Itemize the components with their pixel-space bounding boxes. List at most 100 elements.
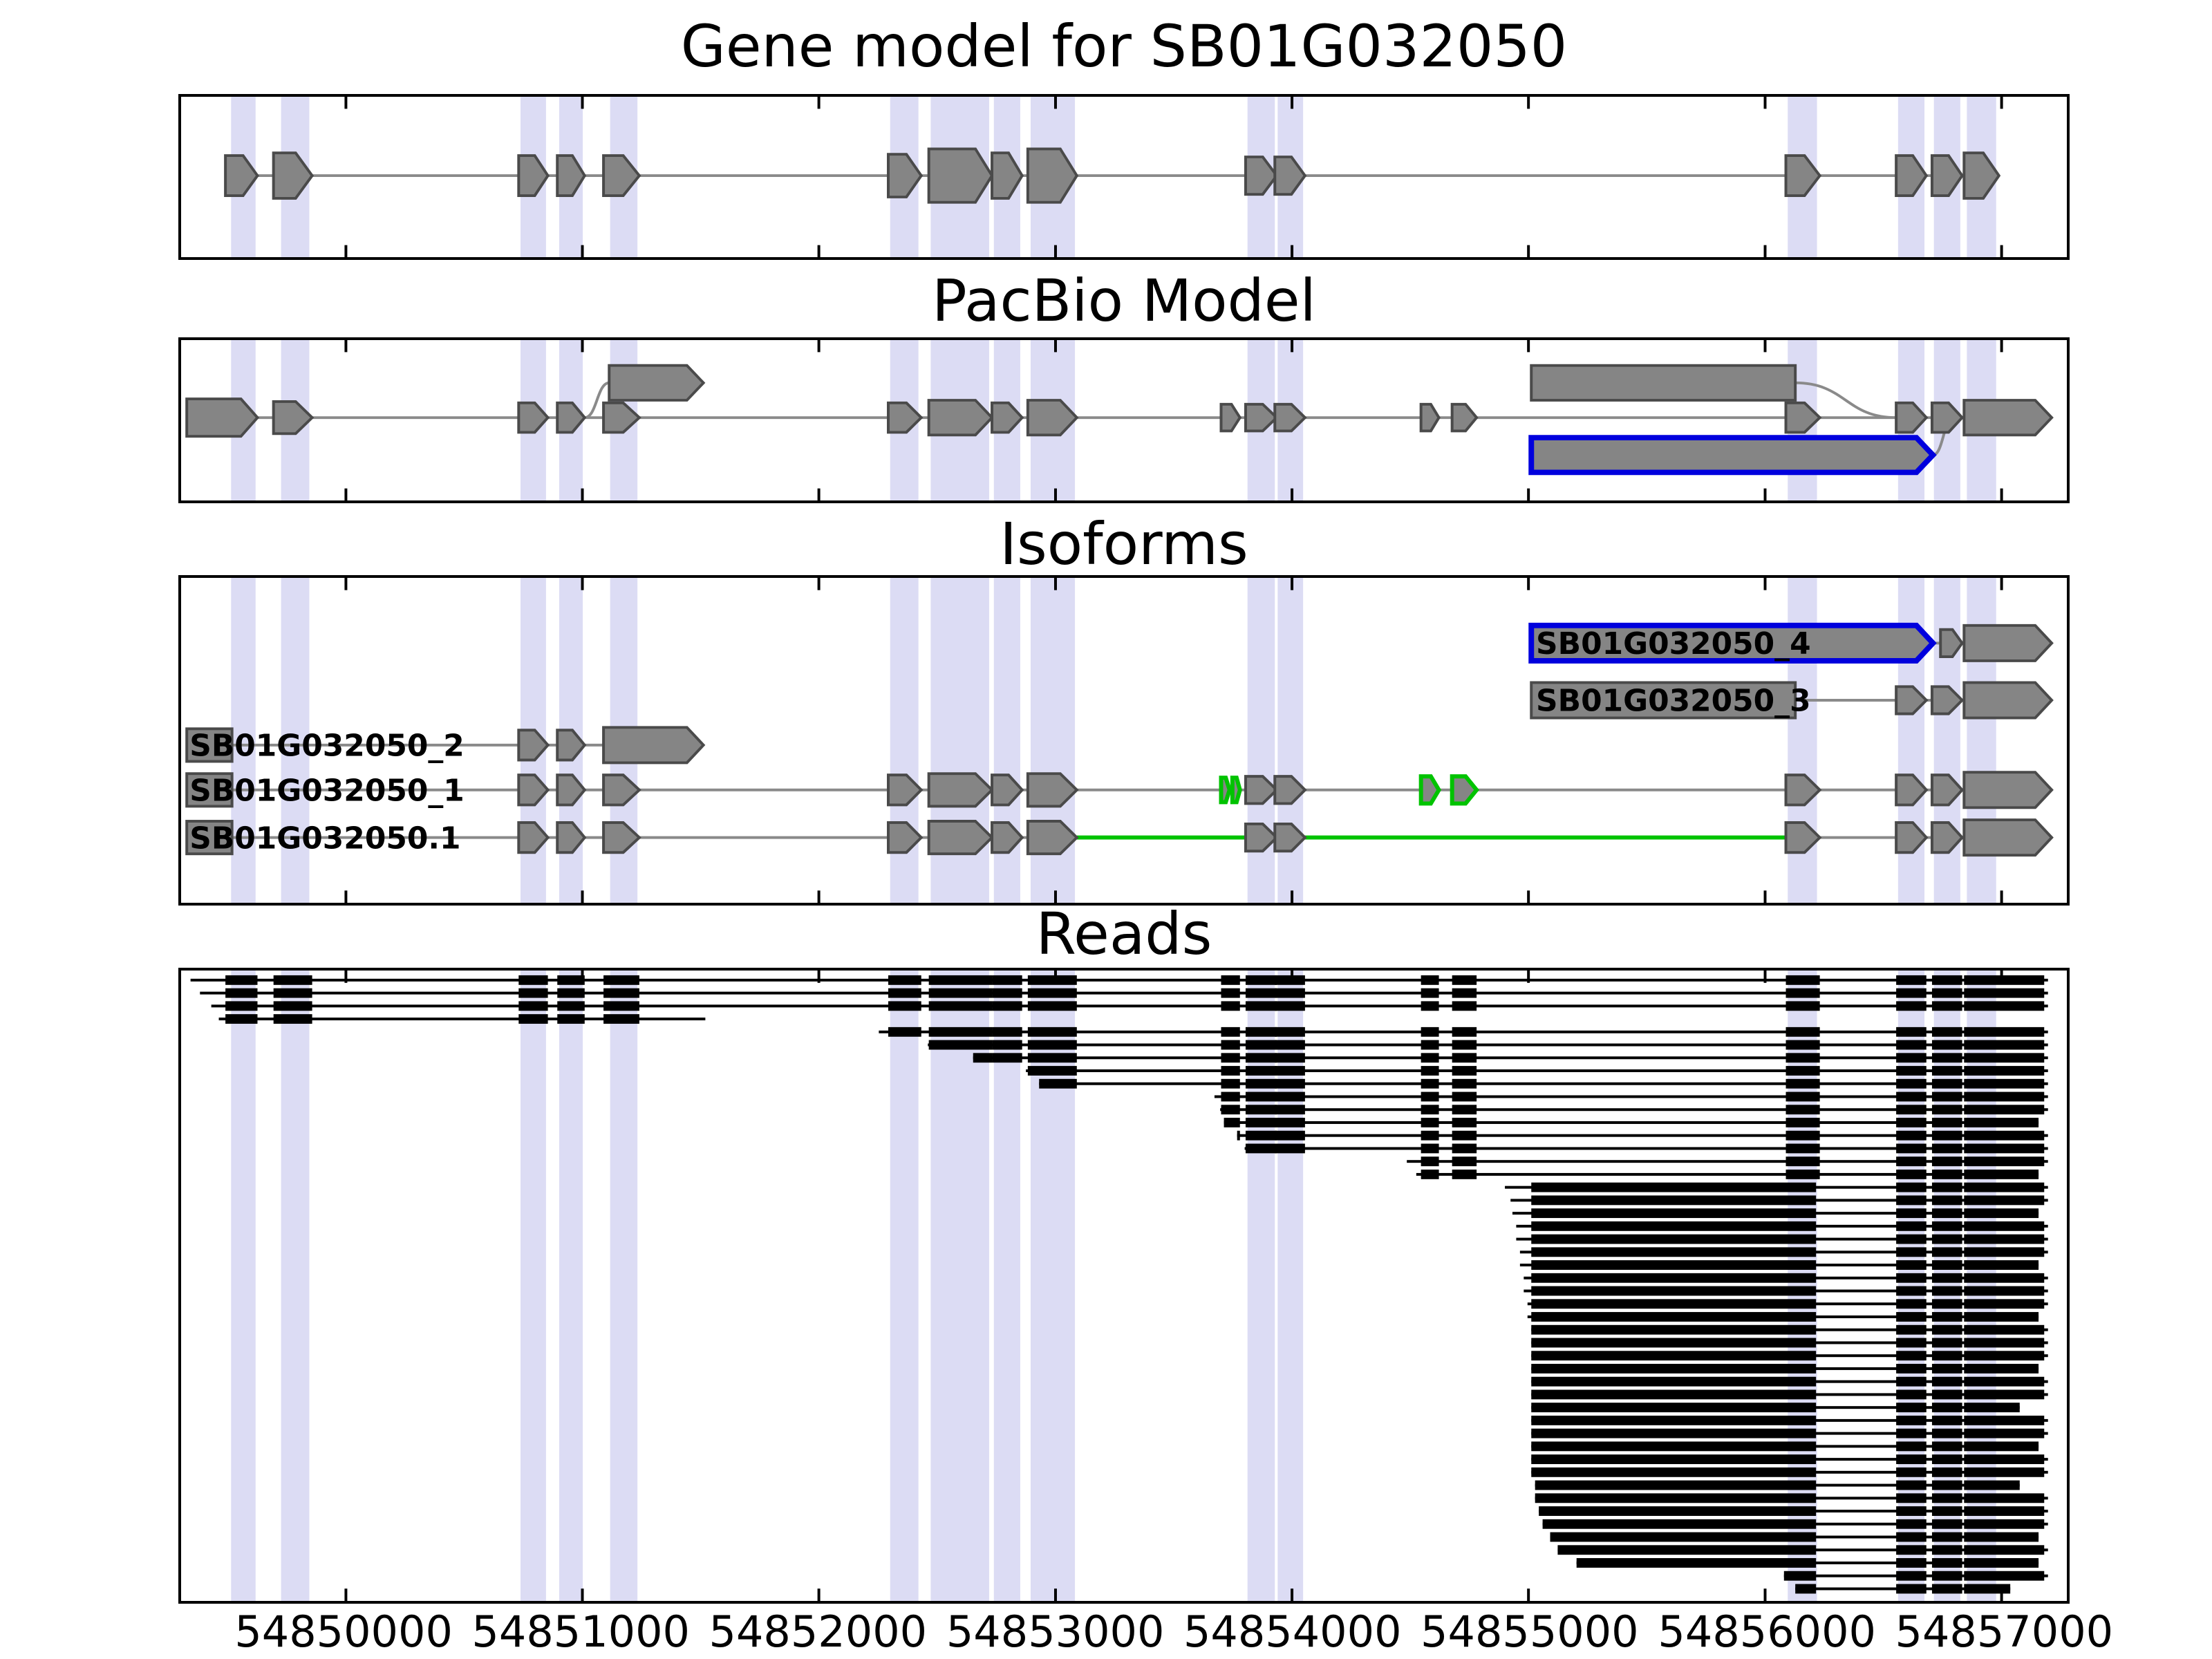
read-exon-block (1275, 1105, 1305, 1115)
read-exon-block (1964, 1091, 2045, 1102)
read-exon-block (1576, 1558, 1817, 1568)
read-exon-block (1964, 1532, 2039, 1542)
exon-arrow (1962, 151, 2001, 200)
exon-arrow (602, 154, 641, 197)
read-exon-block (1896, 1480, 1927, 1490)
exon-arrow (1962, 771, 2054, 809)
read-exon-block (973, 1053, 993, 1063)
read-exon-block (1896, 1441, 1927, 1452)
read-exon-block (1531, 1338, 1817, 1348)
read-exon-block (1896, 1040, 1927, 1050)
read-exon-block (1931, 1584, 1962, 1594)
read-row (218, 1014, 706, 1024)
read-exon-block (1896, 1053, 1927, 1063)
read-exon-block (1531, 1441, 1817, 1452)
read-exon-block (1245, 988, 1277, 998)
read-exon-block (1221, 1066, 1240, 1076)
read-row (1531, 1467, 2048, 1477)
read-row (1531, 1324, 2048, 1335)
exon-arrow (1962, 399, 2054, 437)
exon-block (185, 820, 234, 856)
exon-arrow (1418, 774, 1442, 806)
read-exon-block (1421, 1078, 1439, 1089)
exon-arrow (1450, 774, 1479, 806)
read-row (1531, 1441, 2039, 1452)
read-exon-block (1275, 1053, 1305, 1063)
reads-title: Reads (1035, 900, 1212, 968)
exon-arrow (991, 774, 1024, 807)
exon-arrow (1244, 822, 1279, 853)
exon-arrow (1895, 154, 1929, 197)
read-exon-block (1964, 1027, 2045, 1037)
gene-model-track (224, 97, 2003, 257)
read-exon-block (1964, 1480, 2020, 1490)
read-exon-block (1964, 1571, 2045, 1581)
read-exon-block (1896, 1324, 1927, 1335)
read-exon-block (273, 1014, 312, 1024)
read-exon-block (1245, 1040, 1277, 1050)
read-exon-block (1421, 1040, 1439, 1050)
read-exon-block (1896, 1376, 1927, 1387)
read-exon-block (1964, 1338, 2045, 1348)
read-exon-block (603, 1014, 639, 1024)
read-exon-block (888, 1001, 921, 1011)
read-exon-block (1245, 1078, 1277, 1089)
read-exon-block (1896, 1130, 1927, 1141)
read-exon-block (1931, 1364, 1962, 1374)
read-exon-block (1896, 1027, 1927, 1037)
read-row (1576, 1558, 2039, 1568)
isoform-label: SB01G032050.1 (189, 822, 460, 856)
read-exon-block (1931, 1299, 1962, 1309)
read-row (1512, 1208, 2039, 1219)
exon-block (185, 772, 234, 808)
read-exon-block (1785, 988, 1820, 998)
read-exon-block (1275, 1091, 1305, 1102)
read-exon-block (1931, 1118, 1962, 1127)
read-exon-block (1964, 1208, 2039, 1219)
read-exon-block (1896, 1532, 1927, 1542)
exon-arrow (1244, 402, 1279, 433)
read-exon-block (1964, 1545, 2045, 1555)
read-row (1524, 1286, 2048, 1296)
read-exon-block (928, 1027, 993, 1037)
read-exon-block (928, 1040, 993, 1050)
exon-arrow (1026, 820, 1079, 856)
read-exon-block (225, 1014, 258, 1024)
read-exon-block (1245, 1001, 1277, 1011)
exon-arrow (1026, 399, 1079, 437)
read-exon-block (1964, 1467, 2045, 1477)
read-line (1237, 1134, 2048, 1137)
read-exon-block (1964, 1195, 2045, 1206)
x-axis-tick-label: 54857000 (1895, 1608, 2114, 1658)
read-exon-block (1964, 1053, 2045, 1063)
exon-arrow (1784, 821, 1822, 854)
read-exon-block (1245, 1053, 1277, 1063)
read-exon-block (225, 988, 258, 998)
read-exon-block (1539, 1506, 1817, 1516)
highlight-band (1247, 971, 1275, 1601)
read-exon-block (1452, 975, 1477, 985)
read-exon-block (1452, 1143, 1477, 1154)
isoforms-title: Isoforms (1000, 510, 1248, 578)
read-exon-block (1421, 1143, 1439, 1154)
x-axis-tick-label: 54854000 (1183, 1608, 1402, 1658)
read-exon-block (1964, 1169, 2039, 1179)
read-exon-block (1275, 1078, 1305, 1089)
exon-arrow (887, 401, 924, 434)
read-line (1039, 1082, 2048, 1085)
read-exon-block (1275, 975, 1305, 985)
exon-arrow (517, 729, 550, 762)
read-exon-block (1931, 1221, 1962, 1231)
exon-arrow (887, 153, 924, 198)
read-exon-block (1421, 1066, 1439, 1076)
read-exon-block (1896, 1234, 1927, 1244)
read-exon-block (1931, 1260, 1962, 1271)
exon-block (1530, 364, 1797, 402)
highlight-band (890, 971, 919, 1601)
read-exon-block (1931, 1105, 1962, 1115)
read-exon-block (1931, 1403, 1962, 1413)
read-exon-block (1931, 1324, 1962, 1335)
read-exon-block (1245, 1130, 1277, 1141)
read-row (1531, 1338, 2048, 1348)
pacbio-track (185, 340, 2054, 500)
